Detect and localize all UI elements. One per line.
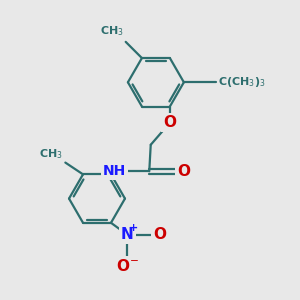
- Text: CH$_3$: CH$_3$: [100, 25, 123, 38]
- Text: O: O: [153, 227, 166, 242]
- Text: O$^{-}$: O$^{-}$: [116, 258, 139, 274]
- Text: N: N: [121, 227, 134, 242]
- Text: O: O: [164, 115, 176, 130]
- Text: NH: NH: [103, 164, 126, 178]
- Text: O: O: [178, 164, 190, 179]
- Text: C(CH$_3$)$_3$: C(CH$_3$)$_3$: [218, 75, 265, 89]
- Text: CH$_3$: CH$_3$: [39, 147, 63, 161]
- Text: +: +: [129, 223, 138, 233]
